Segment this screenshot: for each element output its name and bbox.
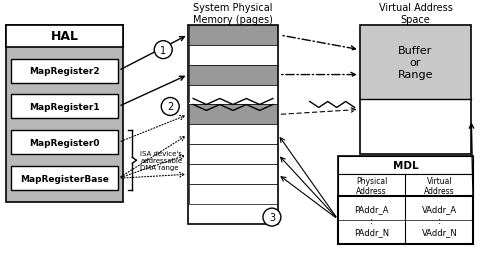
Text: MapRegister0: MapRegister0 — [29, 138, 100, 147]
Bar — [188, 26, 278, 224]
Bar — [189, 65, 277, 85]
Text: PAddr_A: PAddr_A — [354, 204, 389, 213]
Text: :: : — [370, 215, 373, 225]
Text: 3: 3 — [269, 212, 275, 222]
Text: Virtual Address
Space: Virtual Address Space — [379, 3, 452, 24]
Bar — [338, 157, 473, 174]
Text: VAddr_N: VAddr_N — [422, 228, 457, 237]
Text: MDL: MDL — [393, 161, 418, 171]
Text: ISA device's
addressable
DMA range: ISA device's addressable DMA range — [141, 151, 183, 171]
Bar — [189, 145, 277, 165]
Bar — [189, 26, 277, 45]
Circle shape — [154, 41, 172, 59]
Bar — [189, 104, 277, 105]
Text: VAddr_A: VAddr_A — [422, 204, 457, 213]
Text: MapRegister2: MapRegister2 — [29, 67, 100, 76]
Text: PAddr_N: PAddr_N — [354, 228, 389, 237]
Text: MapRegister1: MapRegister1 — [29, 103, 100, 112]
Circle shape — [161, 98, 179, 116]
Bar — [338, 157, 473, 244]
Text: System Physical
Memory (pages): System Physical Memory (pages) — [193, 3, 273, 24]
Text: Buffer
or
Range: Buffer or Range — [398, 46, 433, 80]
Circle shape — [263, 208, 281, 226]
Bar — [11, 95, 119, 119]
Text: Virtual
Address: Virtual Address — [424, 176, 455, 195]
Bar — [361, 27, 470, 100]
Bar — [189, 184, 277, 204]
Text: Physical
Address: Physical Address — [356, 176, 387, 195]
Bar — [189, 165, 277, 184]
Bar — [11, 131, 119, 155]
Bar — [11, 59, 119, 83]
Text: :: : — [438, 215, 441, 225]
Text: MapRegisterBase: MapRegisterBase — [20, 174, 109, 183]
Bar — [338, 174, 473, 196]
Bar — [189, 45, 277, 65]
Bar — [11, 167, 119, 190]
Text: 1: 1 — [160, 45, 166, 55]
Bar — [189, 105, 277, 125]
Bar — [338, 196, 473, 244]
Text: 2: 2 — [167, 102, 173, 112]
Bar — [360, 26, 471, 155]
Bar — [6, 26, 123, 47]
Bar — [189, 85, 277, 105]
Bar — [189, 125, 277, 145]
Bar — [6, 26, 123, 202]
Text: HAL: HAL — [51, 30, 79, 43]
